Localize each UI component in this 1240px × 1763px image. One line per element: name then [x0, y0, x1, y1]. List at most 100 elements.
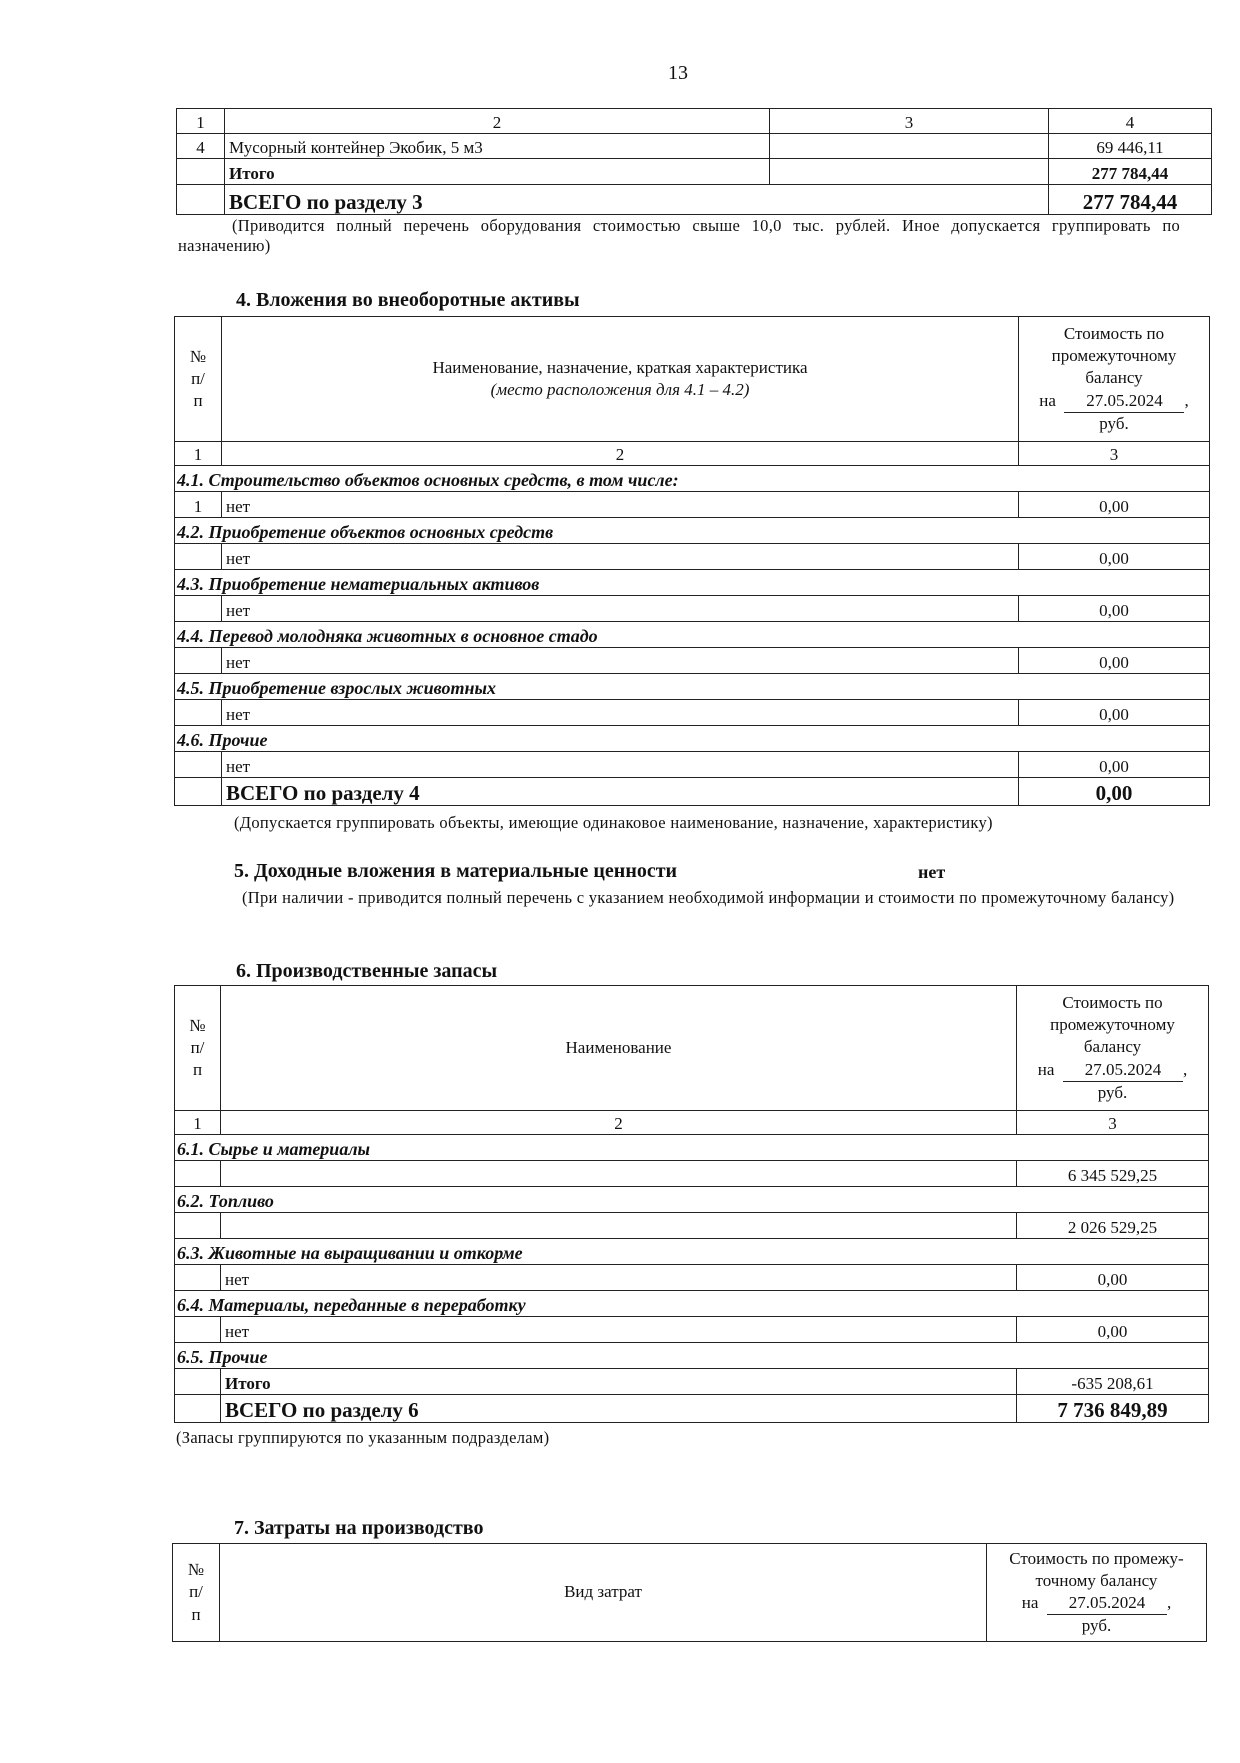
item-name: Итого: [220, 1368, 1017, 1395]
subsection-heading: 4.3. Приобретение нематериальных активов: [174, 569, 1210, 596]
col-number: 3: [769, 108, 1049, 134]
col-number: 2: [221, 441, 1019, 466]
col-number: 3: [1016, 1110, 1209, 1135]
total-value: 7 736 849,89: [1016, 1394, 1209, 1423]
header-name: Наименование: [220, 985, 1017, 1111]
header-na: на: [1039, 390, 1056, 410]
subsection-heading-row: 4.1. Строительство объектов основных сре…: [174, 465, 1210, 492]
subsection-heading: 4.6. Прочие: [174, 725, 1210, 752]
section4-title: 4. Вложения во внеоборотные активы: [236, 289, 580, 311]
row-number: [174, 1316, 221, 1343]
header-cost: Стоимость по промежу-точному балансу на …: [986, 1543, 1207, 1642]
subsection-heading-row: 4.4. Перевод молодняка животных в основн…: [174, 621, 1210, 648]
column-number-row: 1 2 3: [174, 441, 1210, 466]
row-number: 1: [174, 491, 222, 518]
item-value: 69 446,11: [1048, 133, 1212, 159]
header-date: 27.05.2024: [1064, 390, 1185, 413]
item-name: нет: [221, 699, 1019, 726]
subsection-heading: 4.5. Приобретение взрослых животных: [174, 673, 1210, 700]
itogo-row: Итого 277 784,44: [176, 158, 1212, 185]
item-value: 0,00: [1018, 647, 1210, 674]
item-name: нет: [220, 1316, 1017, 1343]
header-name-sub: (место расположения для 4.1 – 4.2): [490, 380, 750, 399]
section5-title: 5. Доходные вложения в материальные ценн…: [234, 860, 678, 882]
total-row: ВСЕГО по разделу 3 277 784,44: [176, 184, 1212, 215]
subsection-heading: 6.3. Животные на выращивании и откорме: [174, 1238, 1209, 1265]
header-no: № п/п: [174, 985, 221, 1111]
row-number: 4: [176, 133, 225, 159]
item-value: 2 026 529,25: [1016, 1212, 1209, 1239]
header-row: № п/п Наименование Стоимость по промежут…: [174, 985, 1209, 1111]
total-value: 0,00: [1018, 777, 1210, 806]
header-name: Вид затрат: [219, 1543, 987, 1642]
item-col3: [769, 133, 1049, 159]
section3-note: (Приводится полный перечень оборудования…: [178, 216, 1180, 255]
subsection-heading-row: 4.3. Приобретение нематериальных активов: [174, 569, 1210, 596]
item-value: 0,00: [1016, 1316, 1209, 1343]
section3-table: 1 2 3 4 4 Мусорный контейнер Экобик, 5 м…: [176, 108, 1212, 215]
header-rub: руб.: [1097, 1082, 1128, 1102]
header-cost: Стоимость по промежуточному балансу на 2…: [1016, 985, 1209, 1111]
header-no: № п/п: [174, 316, 222, 442]
section6-note: (Запасы группируются по указанным подраз…: [176, 1428, 550, 1447]
row-number: [174, 1368, 221, 1395]
subsection-heading: 4.1. Строительство объектов основных сре…: [174, 465, 1210, 492]
row-number: [174, 751, 222, 778]
item-name: нет: [221, 595, 1019, 622]
subsection-heading-row: 4.2. Приобретение объектов основных сред…: [174, 517, 1210, 544]
item-value: 0,00: [1018, 595, 1210, 622]
col-number: 1: [174, 1110, 221, 1135]
item-name: нет: [221, 491, 1019, 518]
row-number: [174, 1160, 221, 1187]
column-number-row: 1 2 3: [174, 1110, 1209, 1135]
table-row: 2 026 529,25: [174, 1212, 1209, 1239]
table-row: 4 Мусорный контейнер Экобик, 5 м3 69 446…: [176, 133, 1212, 159]
section5-value: нет: [918, 862, 946, 882]
section6-title: 6. Производственные запасы: [236, 960, 498, 982]
header-rub: руб.: [1099, 413, 1129, 433]
row-number: [174, 1212, 221, 1239]
item-value: 0,00: [1018, 543, 1210, 570]
item-name: [220, 1212, 1017, 1239]
subsection-heading-row: 6.3. Животные на выращивании и откорме: [174, 1238, 1209, 1265]
subsection-heading: 6.5. Прочие: [174, 1342, 1209, 1369]
table-row: нет 0,00: [174, 543, 1210, 570]
item-value: 0,00: [1018, 751, 1210, 778]
total-row: ВСЕГО по разделу 4 0,00: [174, 777, 1210, 806]
header-cost-text: Стоимость по промежу-точному балансу: [1009, 1548, 1184, 1590]
table-row: 6 345 529,25: [174, 1160, 1209, 1187]
subsection-heading-row: 6.1. Сырье и материалы: [174, 1134, 1209, 1161]
col-number: 2: [224, 108, 770, 134]
col-number: 2: [220, 1110, 1017, 1135]
section7-table: № п/п Вид затрат Стоимость по промежу-то…: [172, 1543, 1207, 1642]
subsection-heading-row: 4.5. Приобретение взрослых животных: [174, 673, 1210, 700]
item-value: 0,00: [1018, 491, 1210, 518]
item-name: нет: [221, 751, 1019, 778]
page-number: 13: [668, 62, 688, 84]
item-name: Мусорный контейнер Экобик, 5 м3: [224, 133, 770, 159]
header-cost: Стоимость по промежуточному балансу на 2…: [1018, 316, 1210, 442]
header-date: 27.05.2024: [1046, 1592, 1167, 1616]
header-cost-text: Стоимость по промежуточному балансу: [1051, 324, 1177, 388]
row-number: [174, 543, 222, 570]
row-number: [174, 595, 222, 622]
header-date: 27.05.2024: [1062, 1059, 1183, 1082]
subsection-heading: 6.4. Материалы, переданные в переработку: [174, 1290, 1209, 1317]
table-row: Итого -635 208,61: [174, 1368, 1209, 1395]
header-no: № п/п: [172, 1543, 220, 1642]
header-rub: руб.: [1081, 1616, 1112, 1636]
section4-table: № п/п Наименование, назначение, краткая …: [174, 316, 1210, 806]
table-row: нет 0,00: [174, 595, 1210, 622]
item-name: нет: [221, 647, 1019, 674]
item-name: [220, 1160, 1017, 1187]
section5-note: (При наличии - приводится полный перечен…: [242, 888, 1175, 907]
table-row: нет 0,00: [174, 699, 1210, 726]
header-name-text: Наименование, назначение, краткая характ…: [432, 357, 808, 377]
table-row: нет 0,00: [174, 751, 1210, 778]
header-row: № п/п Вид затрат Стоимость по промежу-то…: [172, 1543, 1207, 1642]
col-number: 4: [1048, 108, 1212, 134]
header-na: на: [1021, 1593, 1039, 1612]
column-number-row: 1 2 3 4: [176, 108, 1212, 134]
total-value: 277 784,44: [1048, 184, 1212, 215]
subsection-heading-row: 4.6. Прочие: [174, 725, 1210, 752]
